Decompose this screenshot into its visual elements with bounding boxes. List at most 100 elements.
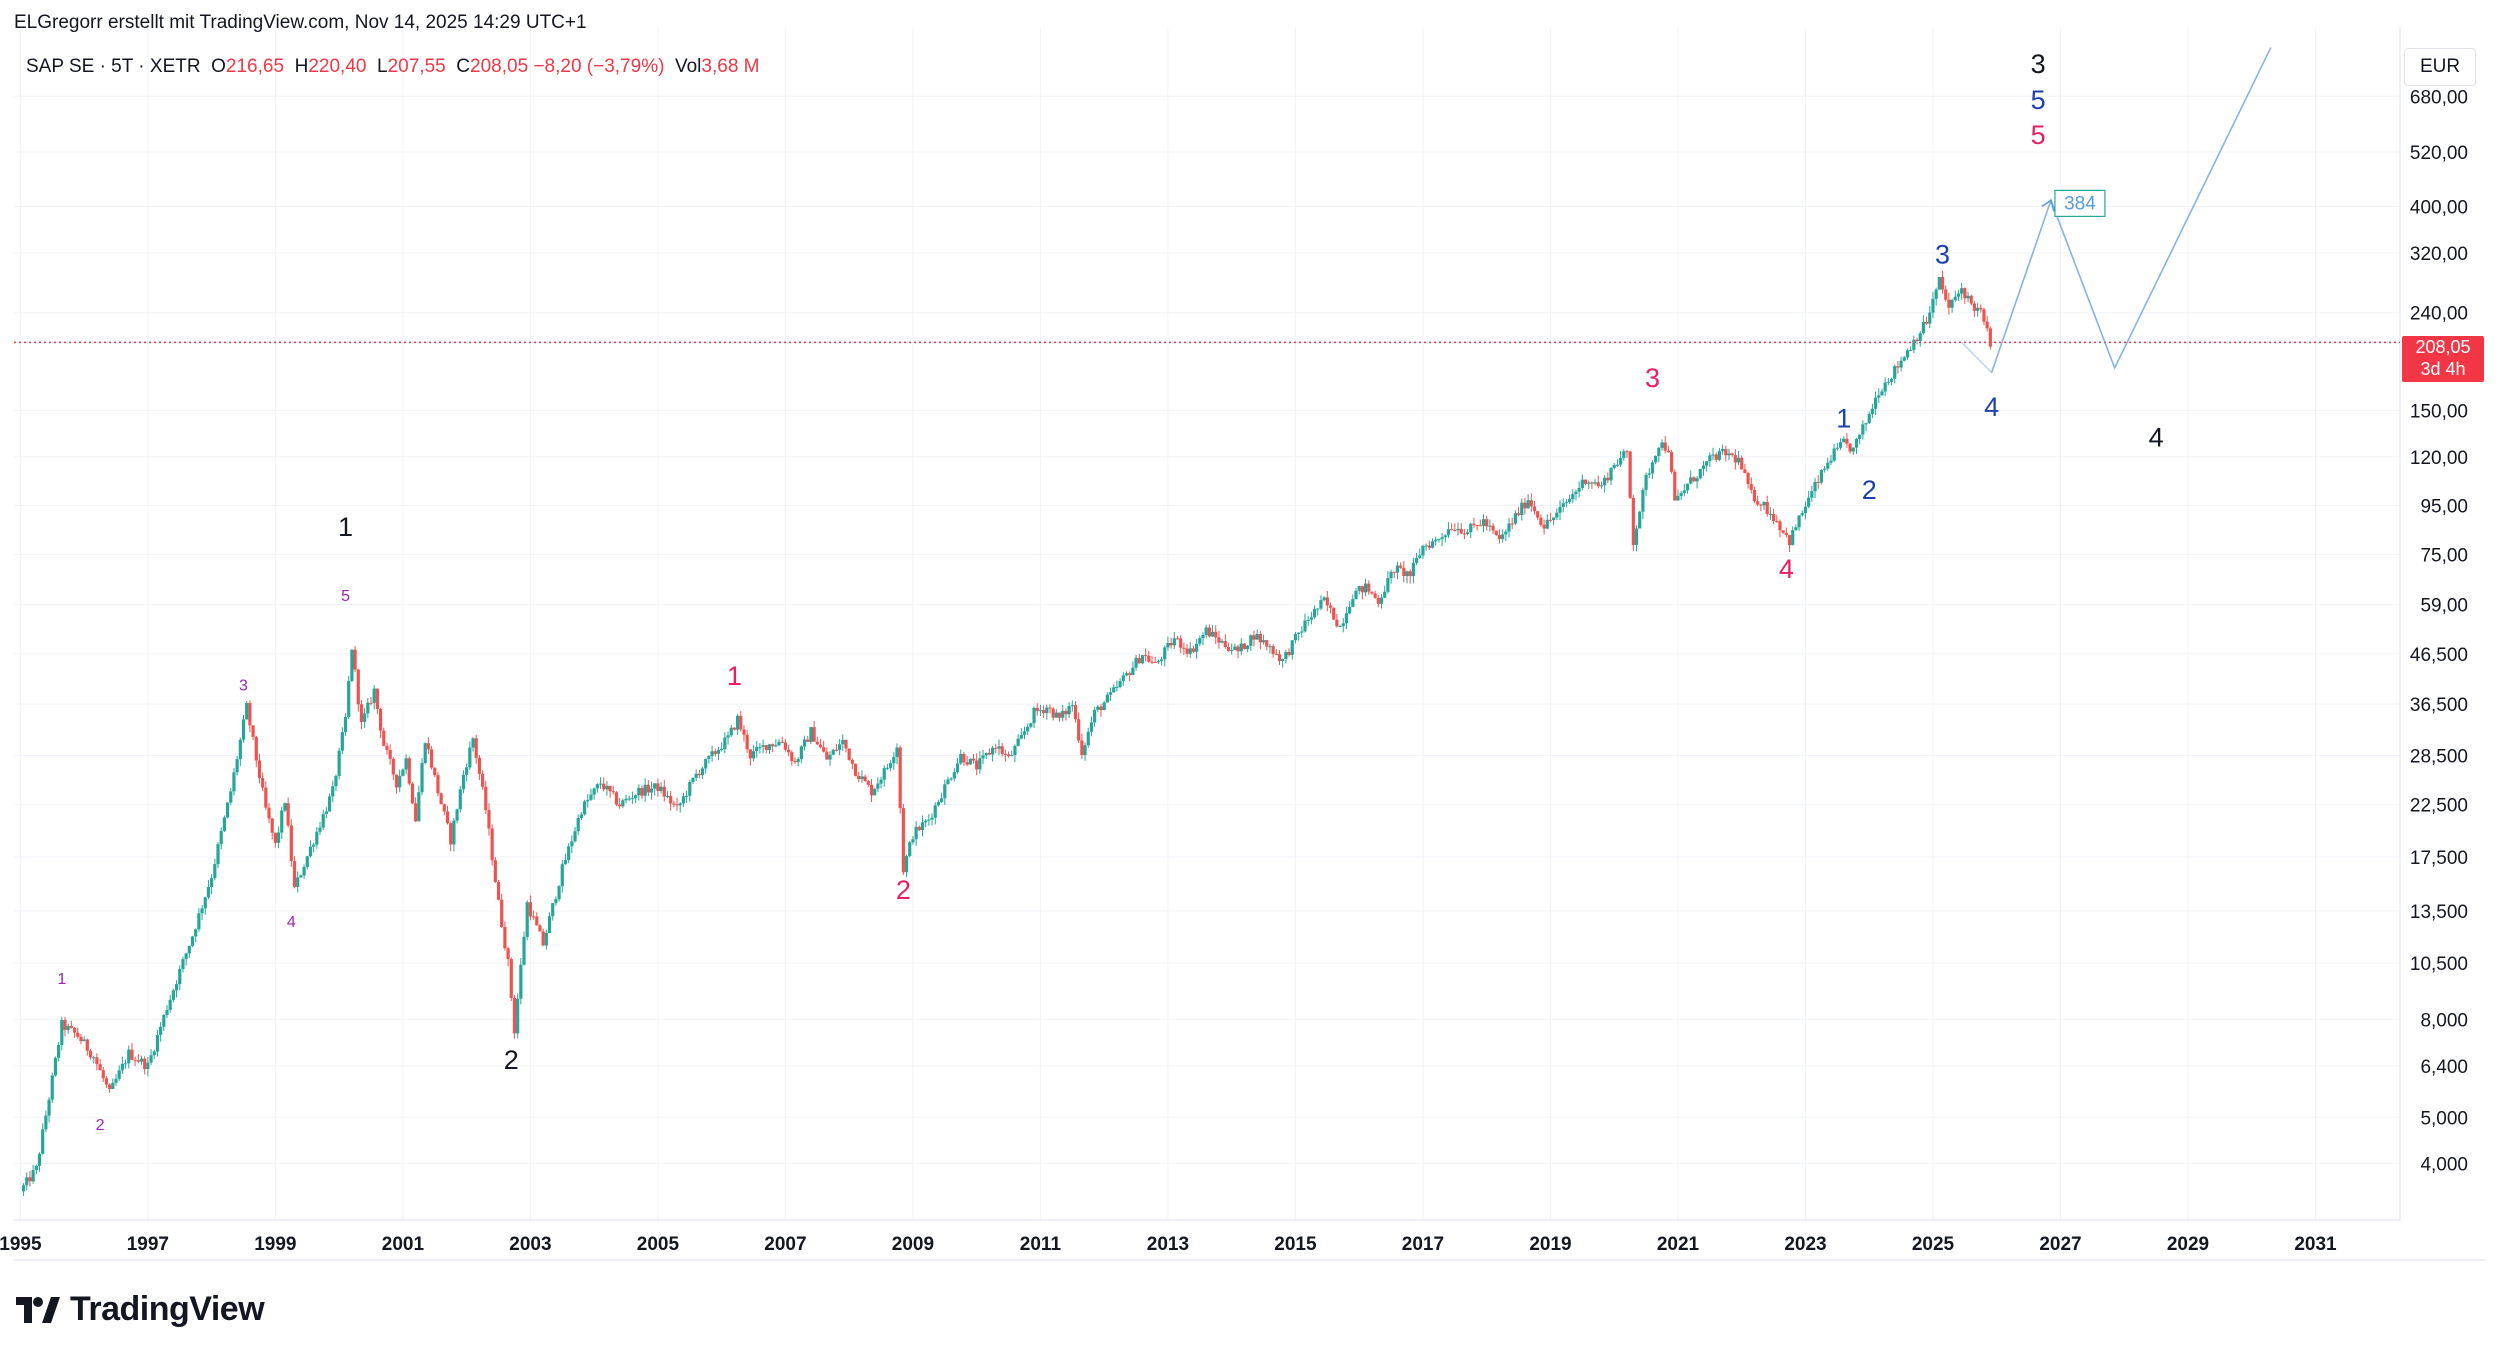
candle-body[interactable] xyxy=(614,792,619,805)
candle-body[interactable] xyxy=(120,1063,124,1071)
candle-body[interactable] xyxy=(700,768,705,776)
candle-body[interactable] xyxy=(1791,530,1795,546)
candle-body[interactable] xyxy=(1988,328,1992,347)
candle-body[interactable] xyxy=(1064,710,1068,715)
candle-body[interactable] xyxy=(1450,529,1454,531)
candle-body[interactable] xyxy=(1405,571,1409,577)
candle-body[interactable] xyxy=(1300,631,1304,633)
candle-body[interactable] xyxy=(1864,423,1868,425)
candle-body[interactable] xyxy=(1102,702,1106,711)
candle-body[interactable] xyxy=(114,1078,118,1083)
candle-body[interactable] xyxy=(1883,382,1887,392)
candle-body[interactable] xyxy=(1771,513,1776,522)
candle-body[interactable] xyxy=(1618,457,1623,465)
candle-body[interactable] xyxy=(44,1115,48,1130)
candle-body[interactable] xyxy=(57,1044,61,1058)
candle-body[interactable] xyxy=(975,760,979,770)
candle-body[interactable] xyxy=(206,886,211,898)
candle-body[interactable] xyxy=(684,795,689,797)
candle-body[interactable] xyxy=(146,1062,150,1070)
candle-body[interactable] xyxy=(1309,617,1313,620)
candle-body[interactable] xyxy=(1424,545,1428,547)
candle-body[interactable] xyxy=(1319,600,1323,609)
candle-body[interactable] xyxy=(1877,395,1881,398)
candle-body[interactable] xyxy=(1312,609,1317,618)
candle-body[interactable] xyxy=(809,727,813,742)
candle-body[interactable] xyxy=(643,784,647,796)
candle-body[interactable] xyxy=(63,1019,67,1030)
candle-body[interactable] xyxy=(152,1051,156,1056)
candle-body[interactable] xyxy=(841,739,845,745)
candle-body[interactable] xyxy=(117,1070,121,1079)
candle-body[interactable] xyxy=(1526,500,1530,509)
candle-body[interactable] xyxy=(1717,451,1722,460)
candle-body[interactable] xyxy=(1137,657,1141,664)
candle-body[interactable] xyxy=(678,803,682,806)
candle-body[interactable] xyxy=(1013,745,1017,756)
candle-body[interactable] xyxy=(130,1049,134,1060)
wave-label-blue-1[interactable]: 1 xyxy=(1836,404,1851,434)
candle-body[interactable] xyxy=(828,754,832,760)
candle-body[interactable] xyxy=(181,959,185,970)
candle-body[interactable] xyxy=(758,746,762,748)
candle-body[interactable] xyxy=(1207,627,1211,637)
wave-labels[interactable]: 1 2 3 4 1 2 3 4 5 1 2 3 4 5 1 2 3 4 5 xyxy=(57,49,2163,1134)
candle-body[interactable] xyxy=(1411,562,1415,577)
candle-body[interactable] xyxy=(547,916,552,934)
candle-body[interactable] xyxy=(321,814,325,828)
candle-body[interactable] xyxy=(863,776,867,782)
candle-body[interactable] xyxy=(1979,307,1983,310)
wave-label-red-1[interactable]: 1 xyxy=(727,661,742,691)
candle-body[interactable] xyxy=(1089,722,1094,732)
candle-body[interactable] xyxy=(1902,357,1906,361)
candle-body[interactable] xyxy=(618,804,622,807)
candle-body[interactable] xyxy=(1341,623,1345,627)
candle-body[interactable] xyxy=(1829,460,1833,463)
candle-body[interactable] xyxy=(892,756,896,764)
candle-body[interactable] xyxy=(1886,381,1890,383)
candle-body[interactable] xyxy=(1175,638,1180,640)
candle-body[interactable] xyxy=(748,749,752,759)
candle-body[interactable] xyxy=(1434,539,1438,542)
candle-body[interactable] xyxy=(168,999,172,1010)
candle-body[interactable] xyxy=(1826,462,1830,469)
candle-body[interactable] xyxy=(50,1075,54,1100)
candle-body[interactable] xyxy=(914,826,918,840)
candle-body[interactable] xyxy=(37,1153,42,1166)
candle-body[interactable] xyxy=(554,899,558,904)
candle-body[interactable] xyxy=(860,776,864,780)
candle-body[interactable] xyxy=(736,715,740,730)
candle-body[interactable] xyxy=(1379,597,1384,604)
wave-label-purple-2[interactable]: 2 xyxy=(96,1117,105,1134)
candle-body[interactable] xyxy=(582,801,587,815)
candle-body[interactable] xyxy=(1698,469,1702,479)
candle-body[interactable] xyxy=(1931,298,1935,313)
candle-body[interactable] xyxy=(1641,489,1645,512)
candle-body[interactable] xyxy=(509,958,513,998)
candle-body[interactable] xyxy=(1822,468,1827,470)
candle-body[interactable] xyxy=(1303,620,1307,632)
candle-body[interactable] xyxy=(1418,555,1422,559)
candle-body[interactable] xyxy=(1896,366,1900,368)
candle-body[interactable] xyxy=(1293,633,1298,641)
candle-body[interactable] xyxy=(653,783,657,789)
candle-body[interactable] xyxy=(1236,646,1240,652)
candle-body[interactable] xyxy=(669,796,673,804)
candle-body[interactable] xyxy=(257,760,262,779)
candle-body[interactable] xyxy=(1516,513,1521,516)
candle-body[interactable] xyxy=(847,748,851,761)
candle-body[interactable] xyxy=(1625,451,1629,453)
candle-body[interactable] xyxy=(458,789,462,810)
candle-body[interactable] xyxy=(133,1059,137,1061)
candle-body[interactable] xyxy=(1835,447,1839,449)
candle-body[interactable] xyxy=(245,703,249,720)
candle-body[interactable] xyxy=(194,929,198,937)
candle-body[interactable] xyxy=(1523,502,1527,509)
candle-body[interactable] xyxy=(1960,288,1964,294)
candle-body[interactable] xyxy=(1462,533,1466,535)
candle-body[interactable] xyxy=(1475,525,1479,527)
candle-body[interactable] xyxy=(414,803,418,822)
candle-body[interactable] xyxy=(1045,707,1049,714)
candle-body[interactable] xyxy=(292,861,297,887)
candle-body[interactable] xyxy=(429,749,434,768)
